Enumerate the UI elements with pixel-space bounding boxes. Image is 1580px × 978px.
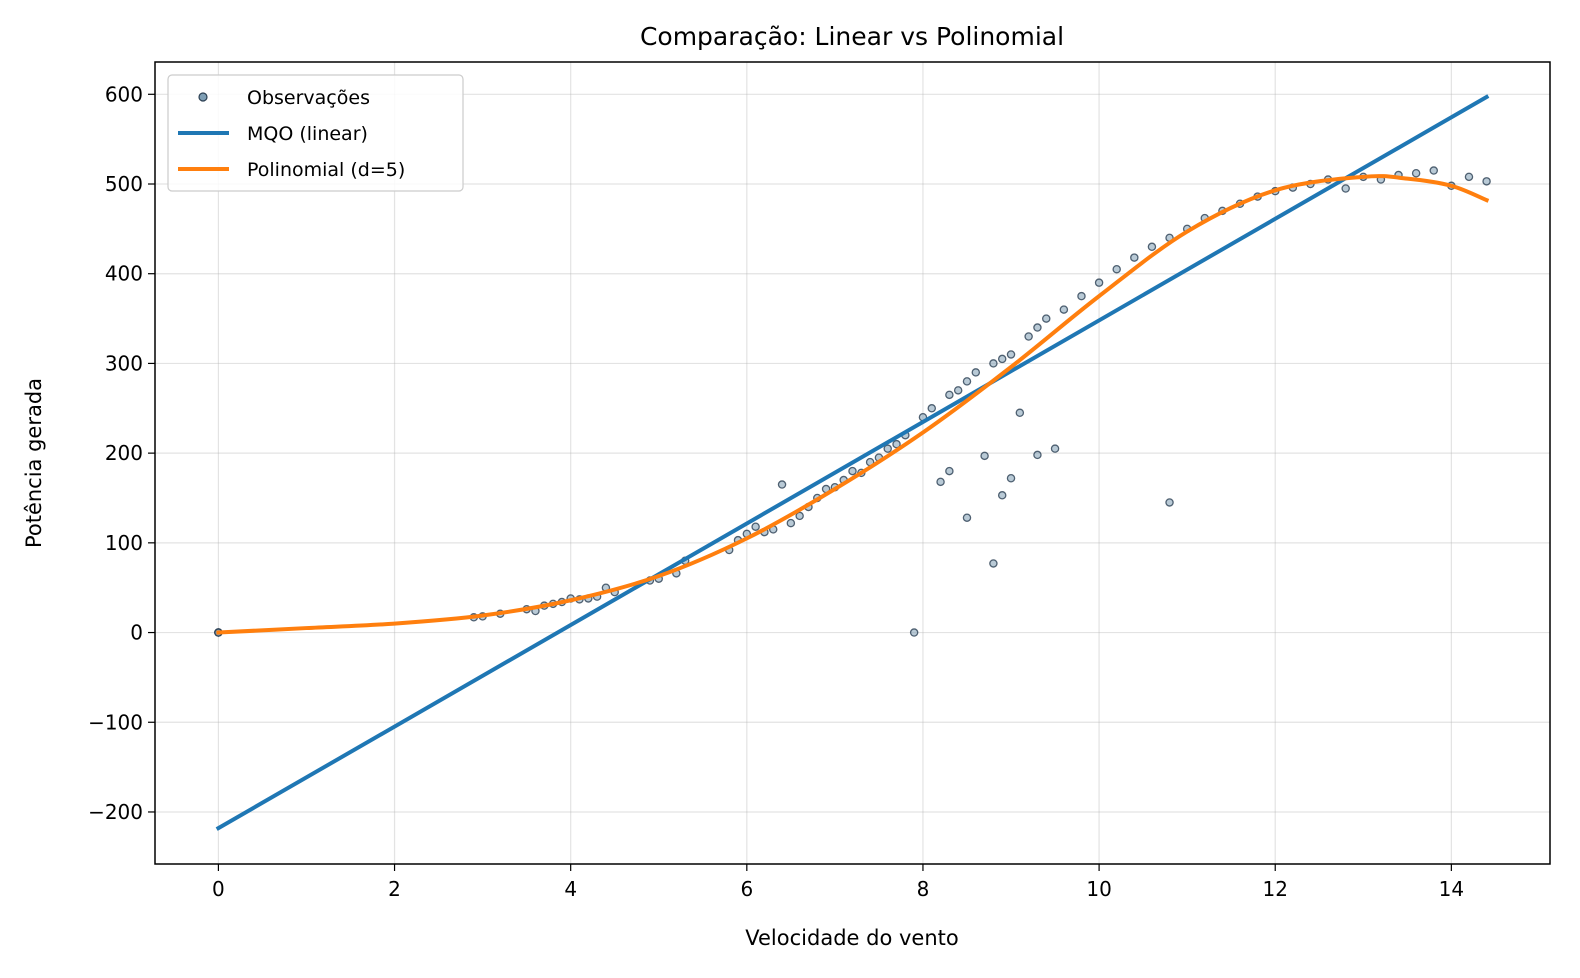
observation-point (1059, 305, 1069, 314)
x-tick-label: 0 (212, 877, 225, 901)
x-tick-label: 14 (1439, 877, 1464, 901)
observation-point (892, 439, 901, 449)
x-tick-label: 6 (740, 877, 753, 901)
y-tick-label: 200 (105, 441, 143, 465)
x-tick-label: 4 (564, 877, 577, 901)
observation-point (962, 377, 972, 386)
chart-title: Comparação: Linear vs Polinomial (640, 22, 1064, 51)
observation-point (751, 522, 760, 531)
observation-point (1165, 498, 1174, 507)
observation-point (1147, 242, 1157, 252)
observation-point (848, 466, 857, 476)
fit-lines (215, 94, 1490, 831)
x-tick-label: 2 (388, 877, 401, 901)
observation-point (795, 511, 804, 521)
legend-label-linear: MQO (linear) (247, 123, 368, 145)
linear-fit-line (215, 94, 1490, 831)
y-tick-label: −100 (88, 710, 143, 734)
observation-point (1024, 332, 1033, 341)
x-tick-label: 10 (1086, 877, 1111, 901)
observation-point (1130, 253, 1139, 262)
observation-point (1094, 278, 1104, 287)
legend-marker-observations (198, 92, 208, 102)
y-tick-label: −200 (88, 800, 143, 824)
legend-box (167, 74, 464, 192)
observation-point (1411, 168, 1421, 178)
observation-point (786, 518, 796, 528)
polynomial-fit-line (216, 174, 1490, 635)
grid (155, 62, 1550, 864)
observation-point (1042, 314, 1051, 323)
y-tick-label: 600 (105, 82, 143, 106)
observation-point (1112, 264, 1121, 274)
x-axis-ticks: 0 2 4 6 8 10 12 14 (212, 864, 1464, 901)
x-tick-label: 8 (917, 877, 930, 901)
observation-point (1006, 350, 1016, 359)
y-axis-ticks: −200 −100 0 100 200 300 400 500 600 (88, 82, 155, 824)
observation-point (989, 559, 998, 568)
observation-point (1429, 166, 1439, 175)
observation-point (962, 513, 972, 522)
y-tick-label: 300 (105, 351, 143, 375)
observation-point (997, 491, 1007, 500)
plot-area: 0 2 4 6 8 10 12 14 −200 −100 0 100 200 300 400 500 600 (88, 61, 1551, 901)
observation-point (945, 466, 954, 476)
observation-point (971, 368, 981, 377)
observation-point (1077, 291, 1086, 301)
observation-point (777, 480, 787, 489)
observation-point (1033, 323, 1042, 332)
observation-point (936, 477, 945, 487)
observation-point (1341, 184, 1350, 193)
observation-point (927, 404, 937, 413)
observation-point (945, 390, 954, 400)
observation-point (980, 451, 989, 461)
observation-point (883, 444, 892, 453)
x-tick-label: 12 (1263, 877, 1288, 901)
x-axis-label: Velocidade do vento (745, 926, 958, 950)
y-tick-label: 100 (105, 531, 143, 555)
observation-point (1482, 177, 1491, 186)
observation-point (1464, 172, 1474, 182)
observation-point (997, 354, 1007, 364)
legend: Observações MQO (linear) Polinomial (d=5… (167, 74, 464, 192)
observation-point (1006, 474, 1016, 483)
y-tick-label: 500 (105, 172, 143, 196)
observation-point (1015, 408, 1025, 418)
observation-point (953, 386, 963, 395)
y-axis-label: Potência gerada (22, 378, 46, 548)
y-tick-label: 400 (105, 262, 143, 286)
observation-point (1033, 450, 1042, 460)
legend-label-polynomial: Polinomial (d=5) (247, 159, 405, 181)
y-tick-label: 0 (130, 621, 143, 645)
legend-label-observations: Observações (247, 87, 370, 109)
observation-point (1050, 444, 1060, 453)
observation-point (989, 359, 998, 368)
axes-frame (154, 61, 1551, 865)
observation-point (909, 628, 919, 637)
